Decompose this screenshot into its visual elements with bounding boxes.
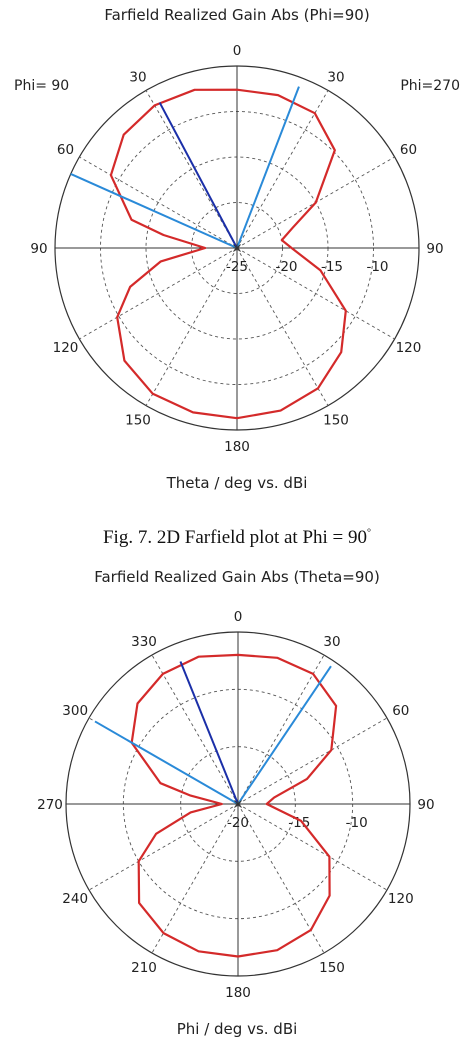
marker-line — [70, 173, 238, 249]
grid-spoke — [236, 90, 329, 249]
grid-spoke — [237, 803, 325, 954]
right-plane-label: Phi=270 — [400, 78, 460, 94]
radial-tick-label: -10 — [346, 815, 368, 831]
angle-tick-label: 300 — [62, 703, 88, 719]
grid-spoke — [145, 90, 238, 249]
farfield-plot-theta90: Farfield Realized Gain Abs (Theta=90) 0 3… — [0, 562, 474, 1053]
angle-tick-label: 60 — [392, 703, 409, 719]
radial-tick-label: -20 — [227, 815, 249, 831]
radial-tick-label: -25 — [226, 259, 248, 275]
angle-tick-label: 90 — [417, 797, 434, 813]
angle-tick-label: 90 — [426, 241, 443, 257]
radial-tick-label: -20 — [275, 259, 297, 275]
angle-tick-label: 0 — [234, 609, 243, 625]
grid-spoke — [151, 654, 239, 805]
gain-pattern-curve — [109, 88, 347, 420]
angle-tick-label: 180 — [224, 439, 250, 455]
angle-tick-label: 150 — [323, 412, 349, 428]
chart-title: Farfield Realized Gain Abs (Theta=90) — [94, 568, 380, 586]
marker-line — [237, 665, 332, 805]
grid-spoke — [79, 156, 238, 249]
farfield-plot-phi90: Farfield Realized Gain Abs (Phi=90) Phi=… — [0, 0, 474, 510]
grid-spoke — [237, 654, 325, 805]
chart-title: Farfield Realized Gain Abs (Phi=90) — [104, 6, 370, 24]
angle-tick-label: 120 — [396, 340, 422, 356]
caption-text: Fig. 7. 2D Farfield plot at Phi = 90 — [102, 527, 368, 548]
grid-spoke — [79, 247, 238, 340]
marker-line — [179, 661, 239, 805]
origin-star-ray — [233, 244, 241, 252]
grid-spoke — [88, 803, 239, 891]
figure-caption: Fig. 7. 2D Farfield plot at Phi = 90° — [0, 527, 474, 549]
angle-tick-label: 120 — [388, 891, 414, 907]
angle-tick-label: 240 — [62, 891, 88, 907]
gain-pattern-curve — [130, 653, 338, 958]
angle-tick-label: 60 — [400, 142, 417, 158]
grid-spoke — [237, 803, 388, 891]
grid-spoke — [145, 247, 238, 406]
marker-line — [94, 720, 239, 805]
marker-line — [158, 102, 238, 249]
radial-tick-label: -10 — [366, 259, 388, 275]
x-axis-label: Phi / deg vs. dBi — [176, 1020, 298, 1038]
angle-tick-label: 180 — [225, 985, 251, 1001]
origin-star — [232, 243, 242, 253]
x-axis-label: Theta / deg vs. dBi — [166, 474, 308, 492]
caption-degree-mark: ° — [367, 527, 372, 539]
grid-spoke — [236, 247, 395, 340]
origin-star — [233, 799, 243, 809]
angle-tick-label: 0 — [233, 43, 242, 59]
polar-chart: 0 30 60 90 120 150 180 150 120 90 60 30 -25 -20 -15 -10 — [30, 43, 443, 455]
angle-tick-label: 210 — [131, 960, 157, 976]
angle-tick-label: 30 — [129, 70, 146, 86]
angle-tick-label: 270 — [37, 797, 63, 813]
grid-spoke — [151, 803, 239, 954]
grid-spoke — [237, 717, 388, 805]
grid-spoke — [236, 247, 329, 406]
left-plane-label: Phi= 90 — [14, 78, 70, 94]
angle-tick-label: 150 — [319, 960, 345, 976]
angle-tick-label: 120 — [53, 340, 79, 356]
angle-tick-label: 30 — [323, 634, 340, 650]
angle-tick-label: 30 — [327, 70, 344, 86]
origin-star-ray — [234, 800, 242, 808]
radial-tick-label: -15 — [321, 259, 343, 275]
angle-tick-label: 60 — [57, 142, 74, 158]
angle-tick-label: 150 — [125, 412, 151, 428]
marker-line — [236, 86, 300, 249]
angle-tick-label: 90 — [30, 241, 47, 257]
angle-tick-label: 330 — [131, 634, 157, 650]
